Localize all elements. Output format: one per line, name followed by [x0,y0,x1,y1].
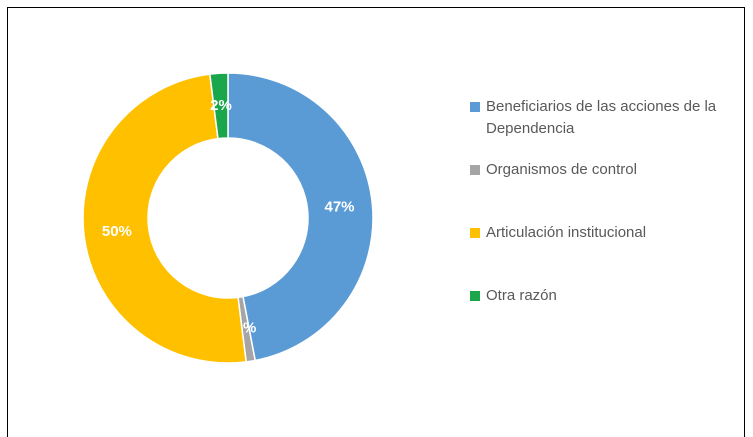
chart-border [7,7,745,437]
legend-item: Articulación institucional [470,222,732,285]
legend-label: Organismos de control [486,161,637,178]
legend-item: Beneficiarios de las acciones de la Depe… [470,96,732,159]
legend-item: Organismos de control [470,159,732,222]
legend-swatch [470,228,480,238]
legend-swatch [470,291,480,301]
data-label: 2% [210,97,232,114]
legend-label: Otra razón [486,287,557,304]
legend: Beneficiarios de las acciones de la Depe… [470,96,732,348]
legend-label: Articulación institucional [486,224,647,241]
donut-segment [82,73,248,364]
donut: 47%1%50%2% [82,72,374,364]
legend-item: Otra razón [470,285,732,348]
legend-label: Beneficiarios de las acciones de la Depe… [486,98,717,137]
data-label: 50% [102,223,132,240]
donut-segment [227,72,374,362]
data-label: 47% [324,198,354,215]
donut-segment [208,72,229,140]
legend-swatch [470,102,480,112]
legend-swatch [470,165,480,175]
